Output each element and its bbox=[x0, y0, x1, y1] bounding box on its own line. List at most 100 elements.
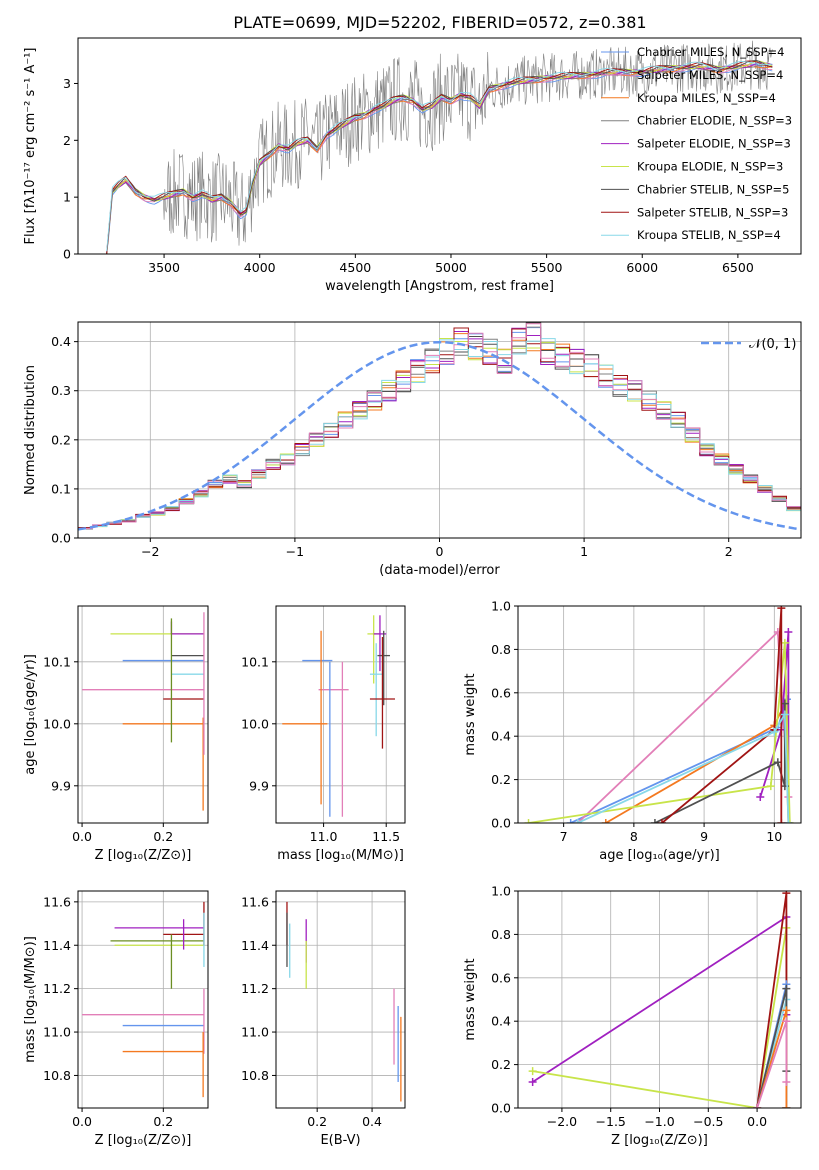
y-tick-label: 9.9 bbox=[51, 778, 71, 793]
x-tick-label: 0.0 bbox=[747, 1114, 767, 1129]
y-axis-label: mass [log₁₀(M/M⊙)] bbox=[23, 936, 38, 1063]
legend-label: Kroupa ELODIE, N_SSP=3 bbox=[637, 160, 783, 174]
weight-line bbox=[759, 631, 790, 823]
weight-marker bbox=[528, 1077, 537, 1086]
plot-area bbox=[282, 615, 395, 817]
y-tick-label: 0.0 bbox=[491, 816, 511, 831]
x-tick-label: 1 bbox=[580, 544, 588, 559]
chart-age_vs_mass: 11.0 11.5 9.9 10.0 10.1 mass [log₁₀(M/M⊙)] bbox=[241, 605, 406, 863]
y-tick-label: 0.3 bbox=[51, 383, 71, 398]
x-tick-label: −1.0 bbox=[644, 1114, 674, 1129]
axes-frame bbox=[77, 321, 802, 539]
model-spectrum bbox=[106, 64, 773, 254]
legend-label: Chabrier ELODIE, N_SSP=3 bbox=[637, 114, 792, 128]
x-tick-label: 0.0 bbox=[72, 1114, 92, 1129]
histogram-step bbox=[78, 338, 801, 529]
chart-weight_vs_z: −2.0 −1.5 −1.0 −0.5 0.0 0.0 0.2 0.4 0.6 0.8 1.0 Z [… bbox=[463, 884, 802, 1148]
model-spectrum bbox=[106, 60, 773, 254]
y-tick-label: 10.1 bbox=[241, 654, 269, 669]
weight-line bbox=[570, 699, 790, 823]
x-tick-label: 0.2 bbox=[307, 1114, 327, 1129]
model-spectrum bbox=[106, 60, 773, 254]
weight-line bbox=[661, 608, 783, 823]
y-tick-label: 0.0 bbox=[51, 531, 71, 546]
weight-marker bbox=[601, 819, 610, 823]
weight-marker bbox=[657, 819, 666, 823]
weight-marker bbox=[770, 727, 779, 736]
x-axis-label: mass [log₁₀(M/M⊙)] bbox=[277, 848, 404, 863]
x-tick-label: 6000 bbox=[626, 260, 658, 275]
axes-frame bbox=[517, 890, 802, 1109]
axes-frame bbox=[77, 890, 209, 1109]
x-tick-label: 0 bbox=[436, 544, 444, 559]
y-tick-label: 0.8 bbox=[491, 927, 511, 942]
y-tick-label: 11.4 bbox=[241, 938, 269, 953]
y-tick-label: 10.0 bbox=[43, 716, 71, 731]
y-tick-label: 0.8 bbox=[491, 642, 511, 657]
y-tick-label: 0.4 bbox=[491, 1014, 511, 1029]
y-tick-label: 1.0 bbox=[491, 884, 511, 899]
x-axis-label: Z [log₁₀(Z/Z⊙)] bbox=[95, 1133, 192, 1148]
chart-mass_vs_ebv: 0.2 0.4 10.8 11.0 11.2 11.4 11.6 E(B-V) bbox=[241, 890, 406, 1148]
x-axis-label: Z [log₁₀(Z/Z⊙)] bbox=[611, 1133, 708, 1148]
weight-marker bbox=[777, 606, 786, 613]
legend-label: Salpeter ELODIE, N_SSP=3 bbox=[637, 137, 791, 151]
axes-frame bbox=[77, 605, 209, 824]
weight-marker bbox=[766, 782, 775, 791]
legend-label: Kroupa MILES, N_SSP=4 bbox=[637, 91, 776, 105]
x-tick-label: 5500 bbox=[531, 260, 563, 275]
x-tick-label: 2 bbox=[725, 544, 733, 559]
weight-marker bbox=[753, 1104, 762, 1108]
weight-line bbox=[605, 703, 790, 823]
plot-area bbox=[286, 901, 402, 1102]
plot-area bbox=[528, 891, 791, 1108]
plot-area bbox=[78, 322, 801, 531]
y-tick-label: 0.2 bbox=[491, 772, 511, 787]
x-tick-label: 4500 bbox=[339, 260, 371, 275]
weight-marker bbox=[528, 1067, 537, 1076]
x-tick-label: 9 bbox=[700, 829, 708, 844]
y-tick-label: 0.4 bbox=[51, 334, 71, 349]
x-tick-label: 11.0 bbox=[310, 829, 338, 844]
x-tick-label: −0.5 bbox=[693, 1114, 723, 1129]
weight-marker bbox=[782, 1006, 791, 1015]
weight-marker bbox=[785, 819, 794, 823]
x-tick-label: −2.0 bbox=[547, 1114, 577, 1129]
y-tick-label: 9.9 bbox=[249, 778, 269, 793]
weight-line bbox=[654, 703, 786, 823]
weight-marker bbox=[777, 819, 786, 823]
y-tick-label: 0.6 bbox=[491, 970, 511, 985]
legend-label: Kroupa STELIB, N_SSP=4 bbox=[637, 228, 781, 242]
y-tick-label: 0.4 bbox=[491, 729, 511, 744]
weight-line bbox=[528, 642, 791, 823]
x-tick-label: −1 bbox=[286, 544, 304, 559]
legend-label: Salpeter STELIB, N_SSP=3 bbox=[637, 205, 788, 219]
x-tick-label: 0.2 bbox=[153, 829, 173, 844]
y-axis-label: Flux [fλ10⁻¹⁷ erg cm⁻² s⁻¹ A⁻¹] bbox=[23, 48, 38, 245]
y-axis-label: mass weight bbox=[463, 673, 478, 755]
y-tick-label: 0.0 bbox=[491, 1101, 511, 1116]
weight-marker bbox=[780, 710, 789, 719]
plot-area bbox=[524, 606, 794, 823]
x-tick-label: 8 bbox=[630, 829, 638, 844]
y-tick-label: 1 bbox=[63, 190, 71, 205]
weight-marker bbox=[782, 1077, 791, 1086]
plot-area bbox=[106, 40, 773, 254]
axes-frame bbox=[517, 605, 802, 824]
y-tick-label: 10.8 bbox=[43, 1068, 71, 1083]
weight-marker bbox=[784, 819, 793, 823]
histogram-step bbox=[78, 323, 801, 529]
weight-marker bbox=[782, 891, 791, 898]
weight-line bbox=[577, 711, 790, 823]
legend-label: Salpeter MILES, N_SSP=4 bbox=[637, 68, 783, 82]
weight-marker bbox=[650, 819, 659, 823]
legend-label: 𝒩(0, 1) bbox=[749, 337, 796, 352]
chart-age_vs_z: 0.0 0.2 9.9 10.0 10.1 Z [log₁₀(Z/Z⊙)] age [log… bbox=[23, 605, 209, 863]
x-axis-label: wavelength [Angstrom, rest frame] bbox=[325, 279, 554, 294]
weight-line bbox=[577, 630, 790, 823]
y-tick-label: 1.0 bbox=[491, 599, 511, 614]
weight-marker bbox=[566, 819, 575, 823]
chart-residuals: −2 −1 0 1 2 0.0 0.1 0.2 0.3 0.4 (data-model)/error… bbox=[23, 321, 802, 578]
y-tick-label: 10.8 bbox=[241, 1068, 269, 1083]
